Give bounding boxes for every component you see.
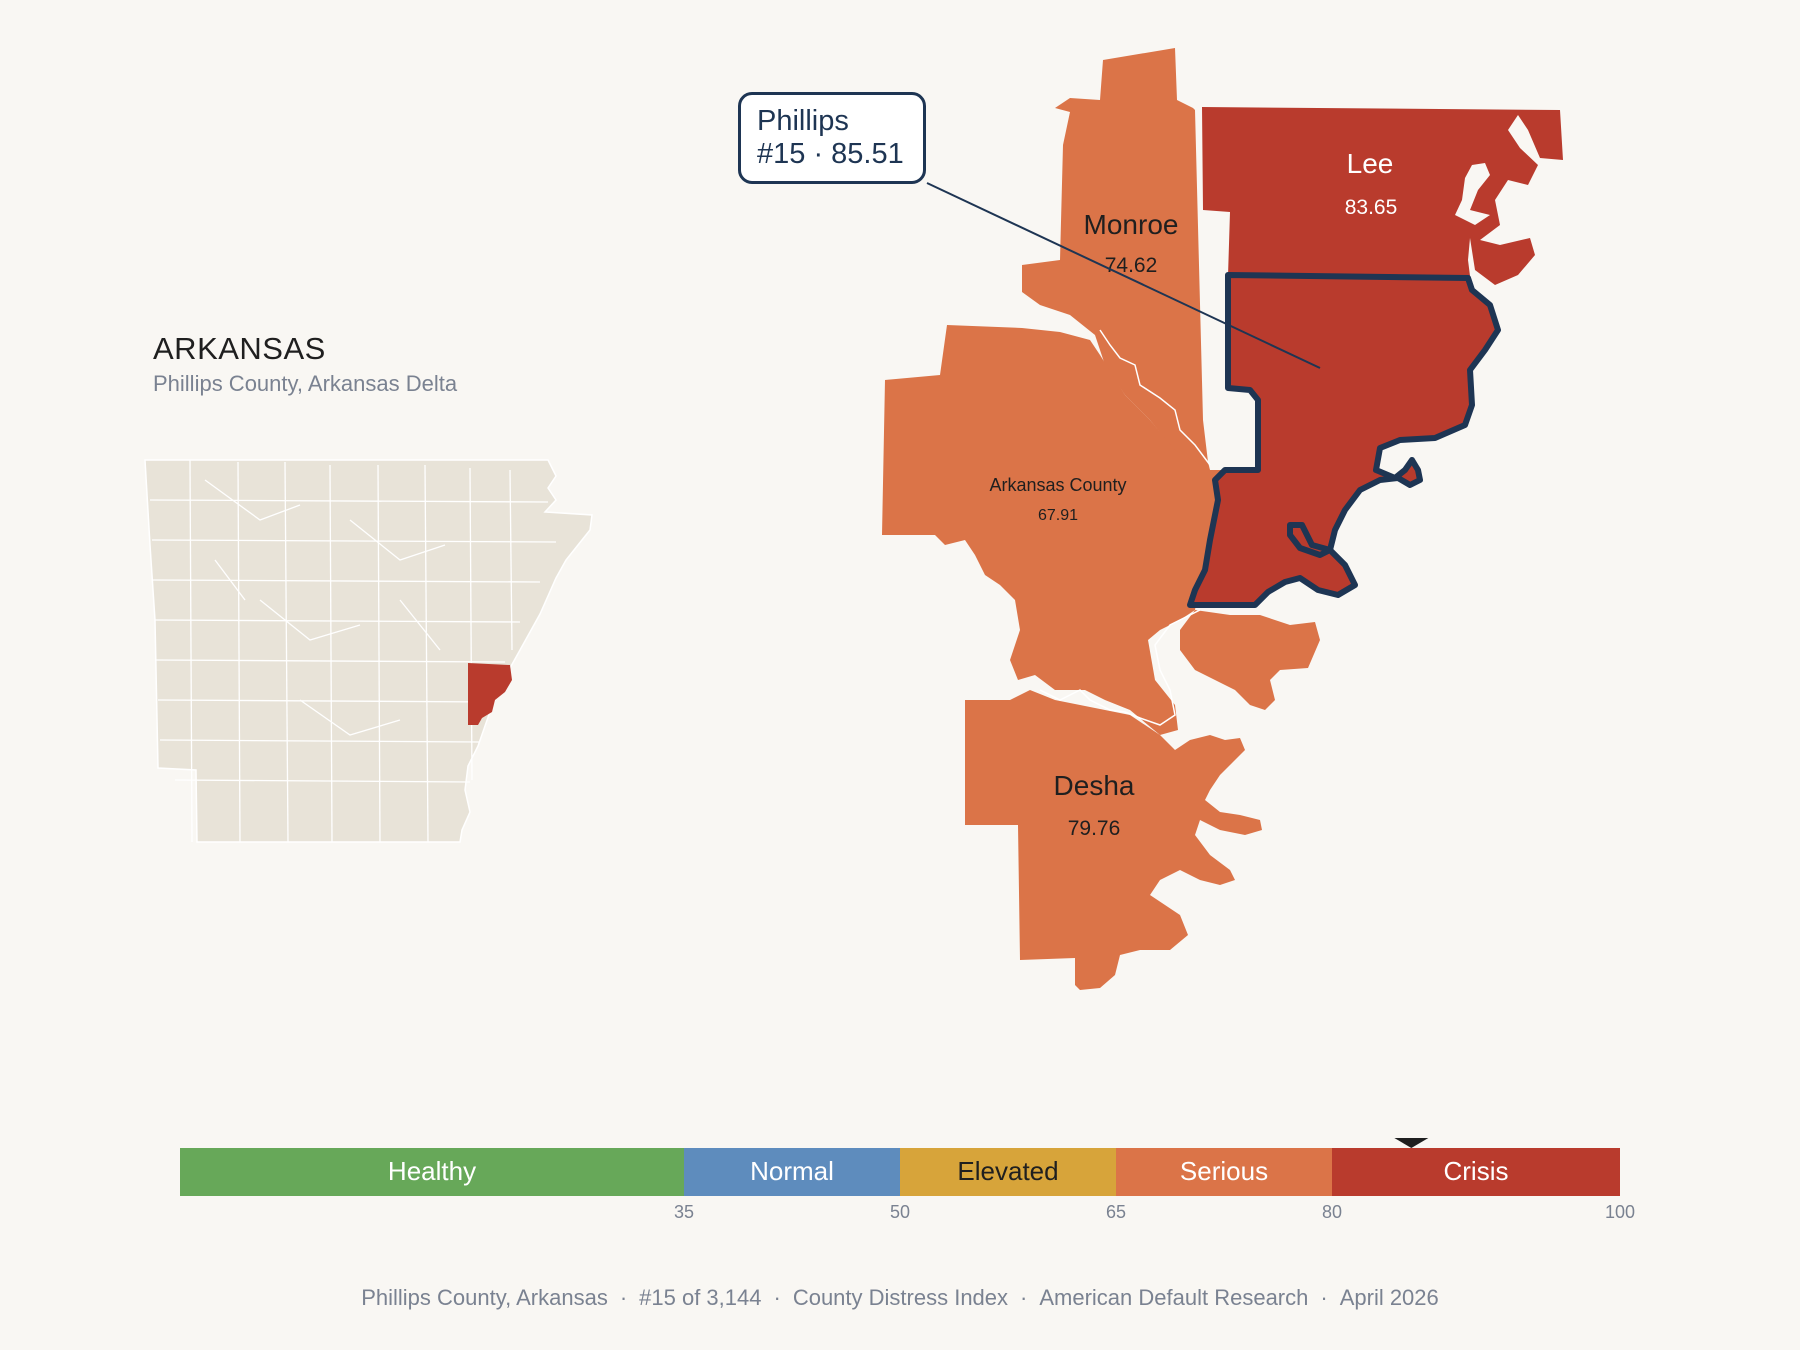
legend-label-elevated: Elevated [957, 1156, 1058, 1186]
callout-rank-score: #15 · 85.51 [757, 138, 904, 170]
footer-county: Phillips County, Arkansas [361, 1285, 608, 1310]
county-monroe [1022, 48, 1210, 470]
county-arkansas [882, 325, 1225, 735]
county-desha [965, 690, 1262, 990]
river-line-south [1039, 609, 1201, 726]
legend-band-healthy [180, 1148, 684, 1196]
legend-bar: Healthy Normal Elevated Serious Crisis 35 50 65… [180, 1138, 1635, 1222]
state-subtitle: Phillips County, Arkansas Delta [153, 371, 458, 396]
footer-date: April 2026 [1339, 1285, 1439, 1310]
county-desha-lobe [1180, 610, 1320, 710]
county-score-arkansas: 67.91 [1038, 507, 1078, 524]
legend-band-normal [684, 1148, 900, 1196]
phillips-callout: Phillips #15 · 85.51 [738, 92, 926, 184]
county-label-arkansas: Arkansas County [989, 475, 1126, 495]
legend-band-elevated [900, 1148, 1116, 1196]
legend-tick-50: 50 [890, 1202, 910, 1222]
county-score-lee: 83.65 [1345, 196, 1398, 219]
county-score-desha: 79.76 [1068, 817, 1121, 840]
callout-name: Phillips [757, 105, 849, 137]
county-score-monroe: 74.62 [1105, 254, 1158, 277]
locator-county-lines [149, 459, 557, 843]
legend-tick-100: 100 [1605, 1202, 1635, 1222]
legend-band-serious [1116, 1148, 1332, 1196]
legend-label-healthy: Healthy [388, 1156, 476, 1186]
county-lee [1202, 107, 1563, 285]
river-line [1099, 329, 1211, 466]
legend-label-normal: Normal [750, 1156, 834, 1186]
footer-index: County Distress Index [792, 1285, 1009, 1310]
legend-tick-35: 35 [674, 1202, 694, 1222]
county-label-lee: Lee [1347, 148, 1394, 179]
footer-org: American Default Research [1039, 1285, 1309, 1310]
county-label-desha: Desha [1054, 770, 1135, 801]
detail-map [882, 48, 1563, 990]
legend-tick-80: 80 [1322, 1202, 1342, 1222]
locator-phillips-highlight [468, 663, 512, 725]
legend-label-serious: Serious [1180, 1156, 1268, 1186]
legend-label-crisis: Crisis [1444, 1156, 1509, 1186]
footer-rank: #15 of 3,144 [639, 1285, 762, 1310]
legend-marker [1394, 1138, 1429, 1148]
callout-leader-line [926, 182, 1321, 369]
footer: Phillips County, Arkansas · #15 of 3,144 · C… [361, 1285, 1439, 1310]
county-phillips [1187, 272, 1501, 608]
state-title: ARKANSAS [153, 331, 326, 366]
locator-map [144, 459, 593, 843]
county-label-monroe: Monroe [1084, 209, 1179, 240]
legend-band-crisis [1332, 1148, 1620, 1196]
arkansas-state-shape [144, 459, 593, 843]
legend-tick-65: 65 [1106, 1202, 1126, 1222]
